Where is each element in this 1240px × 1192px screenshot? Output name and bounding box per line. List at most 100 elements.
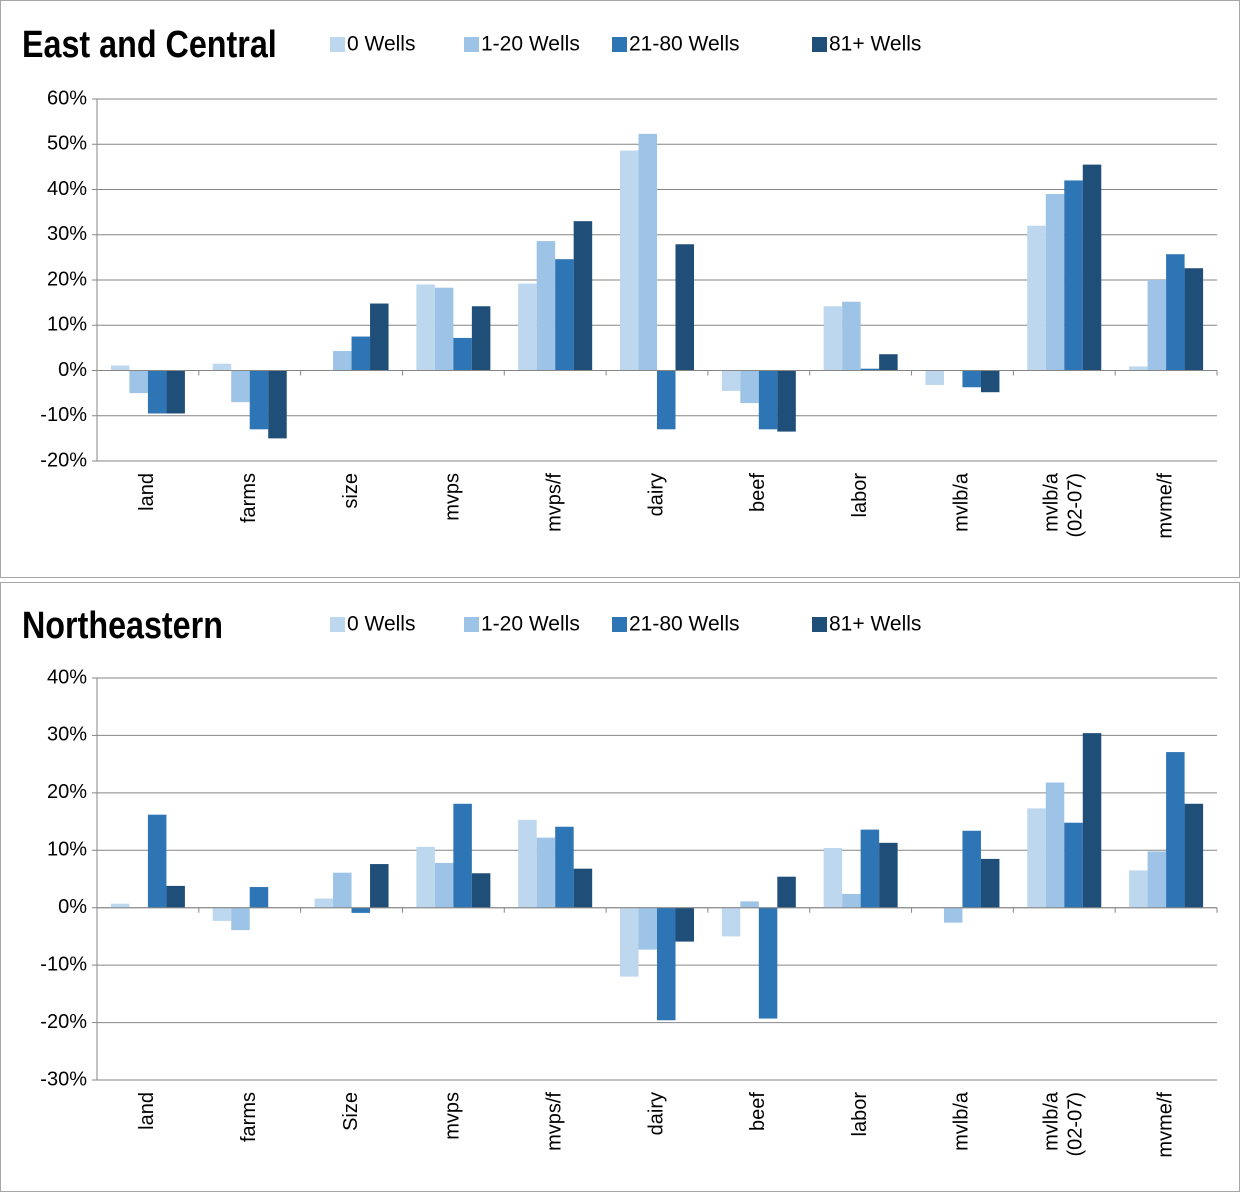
bar bbox=[943, 907, 963, 923]
y-tick-label: 60% bbox=[47, 87, 87, 109]
x-tick-label: mvlb/a bbox=[1041, 1091, 1063, 1151]
bar bbox=[573, 868, 593, 908]
bar bbox=[518, 283, 537, 371]
bar bbox=[166, 885, 185, 908]
bar bbox=[471, 306, 491, 371]
bar bbox=[842, 893, 861, 908]
bar bbox=[721, 370, 741, 391]
bar bbox=[823, 847, 843, 908]
bar bbox=[573, 221, 593, 371]
x-tick-label: size bbox=[340, 473, 362, 509]
legend-swatch bbox=[612, 37, 627, 52]
bar bbox=[620, 150, 639, 371]
bar bbox=[980, 370, 1000, 393]
chart-title: East and Central bbox=[22, 24, 277, 66]
x-tick-label: mvlb/a bbox=[951, 1091, 973, 1151]
bar bbox=[333, 872, 352, 908]
bar bbox=[1184, 803, 1204, 908]
bar bbox=[758, 370, 778, 430]
y-tick-label: -10% bbox=[40, 404, 87, 426]
x-tick-label: mvps bbox=[442, 473, 464, 521]
bar bbox=[231, 907, 250, 931]
bar bbox=[231, 370, 250, 403]
bar bbox=[249, 370, 269, 430]
legend-label: 81+ Wells bbox=[829, 613, 921, 636]
legend-swatch bbox=[464, 37, 479, 52]
bar bbox=[1027, 808, 1046, 908]
x-tick-label: mvme/f bbox=[1154, 1092, 1176, 1158]
x-tick-label: land bbox=[136, 1092, 158, 1130]
bar bbox=[823, 306, 843, 371]
bar bbox=[1082, 733, 1102, 908]
bar bbox=[1045, 194, 1065, 371]
legend-label: 0 Wells bbox=[347, 33, 415, 56]
bar bbox=[453, 337, 472, 371]
bar bbox=[314, 898, 334, 908]
bar bbox=[740, 370, 759, 404]
bar bbox=[555, 259, 574, 371]
x-tick-label: beef bbox=[747, 1092, 769, 1131]
bar bbox=[434, 287, 454, 371]
y-tick-label: 30% bbox=[47, 724, 87, 746]
bar bbox=[1064, 822, 1083, 908]
bar bbox=[370, 864, 389, 908]
bar bbox=[147, 814, 167, 908]
y-tick-label: 0% bbox=[58, 359, 87, 381]
bar bbox=[842, 301, 861, 371]
x-tick-label: (02-07) bbox=[1065, 1092, 1087, 1156]
legend-swatch bbox=[812, 617, 827, 632]
bar bbox=[980, 858, 1000, 908]
bar bbox=[879, 842, 898, 908]
legend-label: 1-20 Wells bbox=[481, 33, 580, 56]
x-tick-label: farms bbox=[238, 473, 260, 523]
bar bbox=[249, 887, 269, 908]
x-tick-label: land bbox=[136, 473, 158, 511]
bar bbox=[758, 907, 778, 1019]
x-tick-label: labor bbox=[849, 1092, 871, 1137]
y-tick-label: -10% bbox=[40, 953, 87, 975]
bar bbox=[638, 133, 657, 371]
y-tick-label: 30% bbox=[47, 223, 87, 245]
bar bbox=[212, 907, 232, 921]
bar bbox=[555, 826, 574, 908]
bar bbox=[740, 901, 759, 908]
legend-swatch bbox=[330, 37, 345, 52]
bar bbox=[110, 903, 130, 908]
bar bbox=[416, 846, 435, 908]
y-tick-label: -30% bbox=[40, 1068, 87, 1090]
y-tick-label: -20% bbox=[40, 449, 87, 471]
bar bbox=[1027, 225, 1046, 371]
bar bbox=[638, 907, 657, 950]
bar bbox=[657, 370, 676, 430]
bar bbox=[129, 370, 148, 394]
bar bbox=[212, 363, 232, 371]
x-tick-label: Size bbox=[340, 1092, 362, 1131]
bar bbox=[879, 354, 898, 371]
bar bbox=[1184, 268, 1204, 371]
y-tick-label: 50% bbox=[47, 133, 87, 155]
bar bbox=[536, 241, 556, 371]
bar bbox=[351, 336, 371, 371]
x-tick-label: dairy bbox=[645, 473, 667, 516]
legend-swatch bbox=[464, 617, 479, 632]
bar bbox=[110, 365, 130, 371]
x-tick-label: mvps/f bbox=[543, 1092, 565, 1151]
bar bbox=[434, 862, 454, 908]
x-tick-label: mvlb/a bbox=[1041, 472, 1063, 532]
bar bbox=[675, 907, 694, 942]
bar bbox=[351, 907, 371, 913]
bar bbox=[471, 873, 491, 908]
y-tick-label: -20% bbox=[40, 1011, 87, 1033]
bar bbox=[925, 370, 944, 385]
bar bbox=[1129, 870, 1148, 908]
x-tick-label: farms bbox=[238, 1092, 260, 1142]
bar bbox=[620, 907, 639, 977]
bar bbox=[147, 370, 167, 414]
bar bbox=[1082, 164, 1102, 371]
x-tick-label: mvme/f bbox=[1154, 473, 1176, 539]
bar bbox=[453, 803, 472, 908]
y-tick-label: 20% bbox=[47, 781, 87, 803]
bar bbox=[1147, 280, 1167, 371]
bar bbox=[268, 370, 287, 439]
